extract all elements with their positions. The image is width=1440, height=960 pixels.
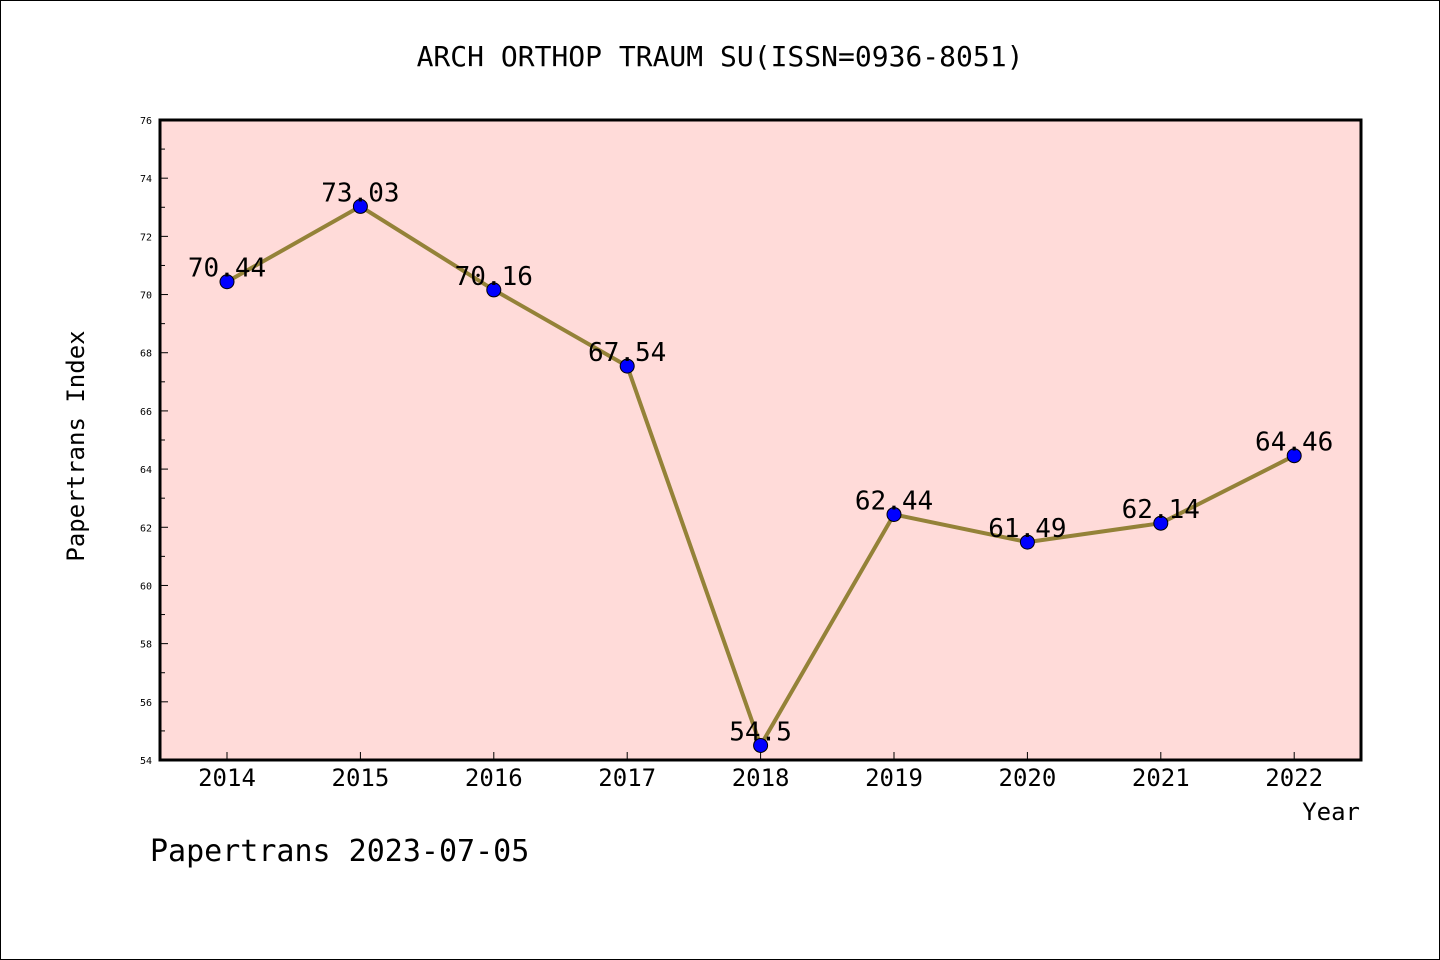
y-axis-label: Papertrans Index [62,330,90,561]
data-label: 70.16 [455,262,533,292]
data-label: 70.44 [188,254,266,284]
footer-credit: Papertrans 2023-07-05 [150,834,530,869]
y-tick-label: 66 [140,407,152,418]
chart-title: ARCH ORTHOP TRAUM SU(ISSN=0936-8051) [417,40,1024,73]
data-label: 64.46 [1255,428,1333,458]
x-tick-label: 2018 [732,764,790,792]
data-label: 62.44 [855,486,933,516]
x-axis-label: Year [1302,798,1360,826]
data-point [619,358,635,374]
data-label: 62.14 [1122,495,1200,525]
y-tick-label: 58 [140,640,152,651]
x-tick-label: 2022 [1265,764,1323,792]
data-point [352,198,368,214]
data-point [219,274,235,290]
plot-area [160,120,1361,760]
plot-border [158,118,1363,762]
y-tick-label: 56 [140,698,152,709]
y-tick-label: 74 [140,174,152,185]
y-tick-label: 64 [140,465,152,476]
y-tick-label: 72 [140,232,152,243]
x-tick-label: 2021 [1132,764,1190,792]
x-tick-label: 2016 [465,764,523,792]
data-point [486,282,502,298]
y-tick-label: 68 [140,349,152,360]
data-point [753,737,769,753]
data-point [886,506,902,522]
data-point [1153,515,1169,531]
x-tick-label: 2020 [999,764,1057,792]
data-label: 73.03 [321,178,399,208]
data-point [1286,448,1302,464]
x-tick-label: 2019 [865,764,923,792]
data-point [1019,534,1035,550]
y-tick-label: 54 [140,756,152,767]
y-tick-label: 60 [140,581,152,592]
y-tick-label: 62 [140,523,152,534]
x-tick-label: 2017 [598,764,656,792]
x-tick-label: 2014 [198,764,256,792]
data-label: 61.49 [988,514,1066,544]
x-tick-label: 2015 [332,764,390,792]
data-label: 54.5 [729,717,792,747]
y-tick-label: 76 [140,116,152,127]
y-tick-label: 70 [140,291,152,302]
data-label: 67.54 [588,338,666,368]
